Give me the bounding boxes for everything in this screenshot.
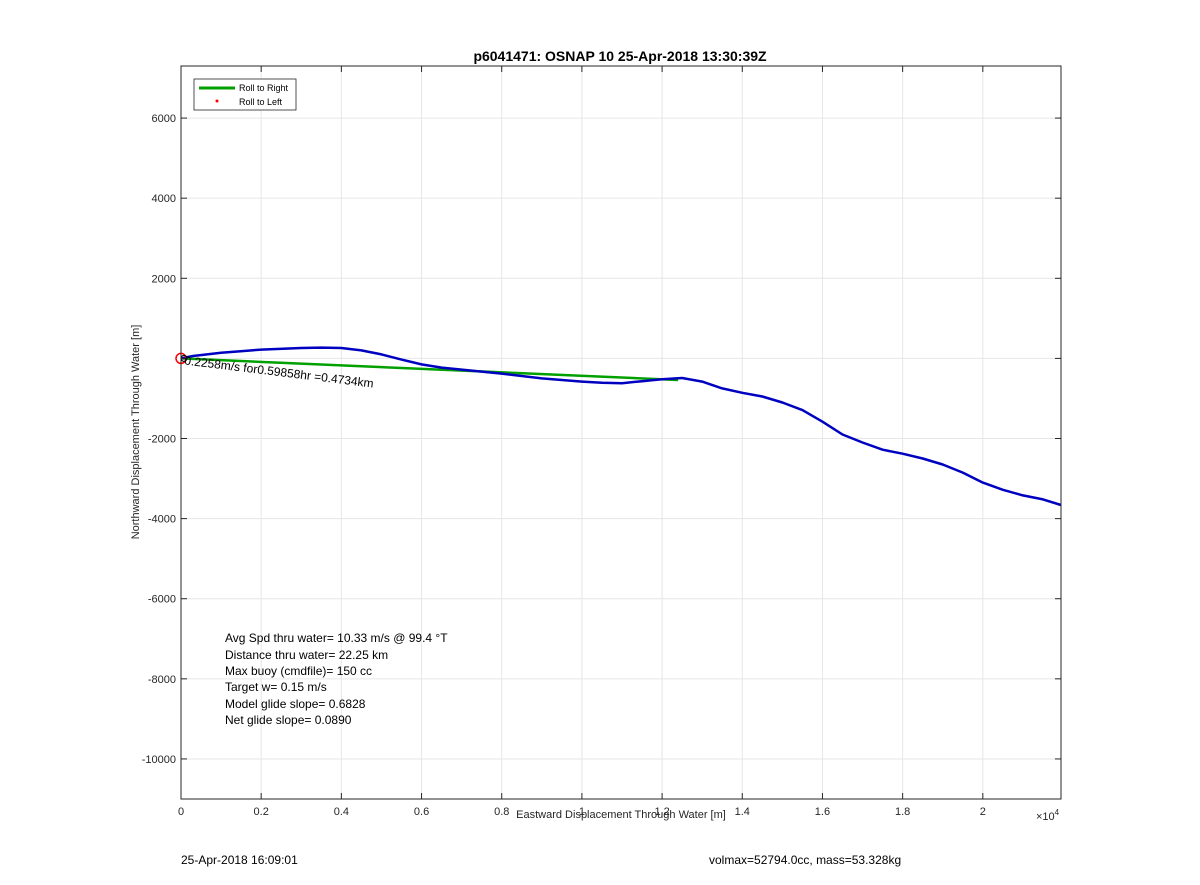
y-tick-label: -8000 <box>148 674 176 686</box>
stats-block: Avg Spd thru water= 10.33 m/s @ 99.4 °T … <box>225 631 448 727</box>
x-axis-label: Eastward Displacement Through Water [m] <box>516 809 726 821</box>
chart-title: p6041471: OSNAP 10 25-Apr-2018 13:30:39Z <box>473 48 767 64</box>
grid-layer <box>180 66 1061 799</box>
stats-line-model-glide: Model glide slope= 0.6828 <box>225 697 366 711</box>
stats-line-target-w: Target w= 0.15 m/s <box>225 680 327 694</box>
y-tick-label: -6000 <box>148 594 176 606</box>
x-tick-label: 0.6 <box>414 806 429 818</box>
x-tick-label: 0.2 <box>254 806 269 818</box>
x-tick-label: 0.8 <box>494 806 509 818</box>
tick-layer: 0 0.2 0.4 0.6 0.8 1 1.2 1.4 1.6 1.8 2 -10000 -8000 -6… <box>142 66 1061 818</box>
stats-line-distance: Distance thru water= 22.25 km <box>225 648 388 662</box>
y-tick-label: 4000 <box>152 193 176 205</box>
legend-box <box>193 78 297 111</box>
y-tick-label: 2000 <box>152 273 176 285</box>
y-tick-label: -4000 <box>148 514 176 526</box>
legend-dot-roll-left <box>215 99 219 103</box>
stats-line-max-buoy: Max buoy (cmdfile)= 150 cc <box>225 664 372 678</box>
x-tick-label: 1.8 <box>895 806 910 818</box>
x-tick-label: 0.4 <box>334 806 349 818</box>
y-axis-label: Northward Displacement Through Water [m] <box>130 325 142 540</box>
stats-line-avg-speed: Avg Spd thru water= 10.33 m/s @ 99.4 °T <box>225 631 448 645</box>
x-tick-label: 1 <box>579 806 585 818</box>
stats-line-net-glide: Net glide slope= 0.0890 <box>225 713 352 727</box>
series-line-roll-to-right <box>180 357 679 382</box>
legend-label-roll-right: Roll to Right <box>239 83 289 93</box>
x-tick-label: 1.4 <box>735 806 750 818</box>
footer-timestamp: 25-Apr-2018 16:09:01 <box>181 853 298 867</box>
x-tick-label: 0 <box>178 806 184 818</box>
y-tick-label: 6000 <box>152 113 176 125</box>
legend: Roll to Right Roll to Left <box>193 78 297 111</box>
x-exponent-label: ×104 <box>1036 808 1060 823</box>
legend-label-roll-left: Roll to Left <box>239 97 283 107</box>
x-tick-label: 1.2 <box>654 806 669 818</box>
plot-area <box>181 66 1061 799</box>
y-tick-label: -10000 <box>142 754 176 766</box>
footer-volmax-mass: volmax=52794.0cc, mass=53.328kg <box>709 853 901 867</box>
x-tick-label: 2 <box>980 806 986 818</box>
x-tick-label: 1.6 <box>815 806 830 818</box>
y-tick-label: -2000 <box>148 434 176 446</box>
series-line-track <box>180 346 1062 507</box>
plot-frame <box>180 65 1062 800</box>
